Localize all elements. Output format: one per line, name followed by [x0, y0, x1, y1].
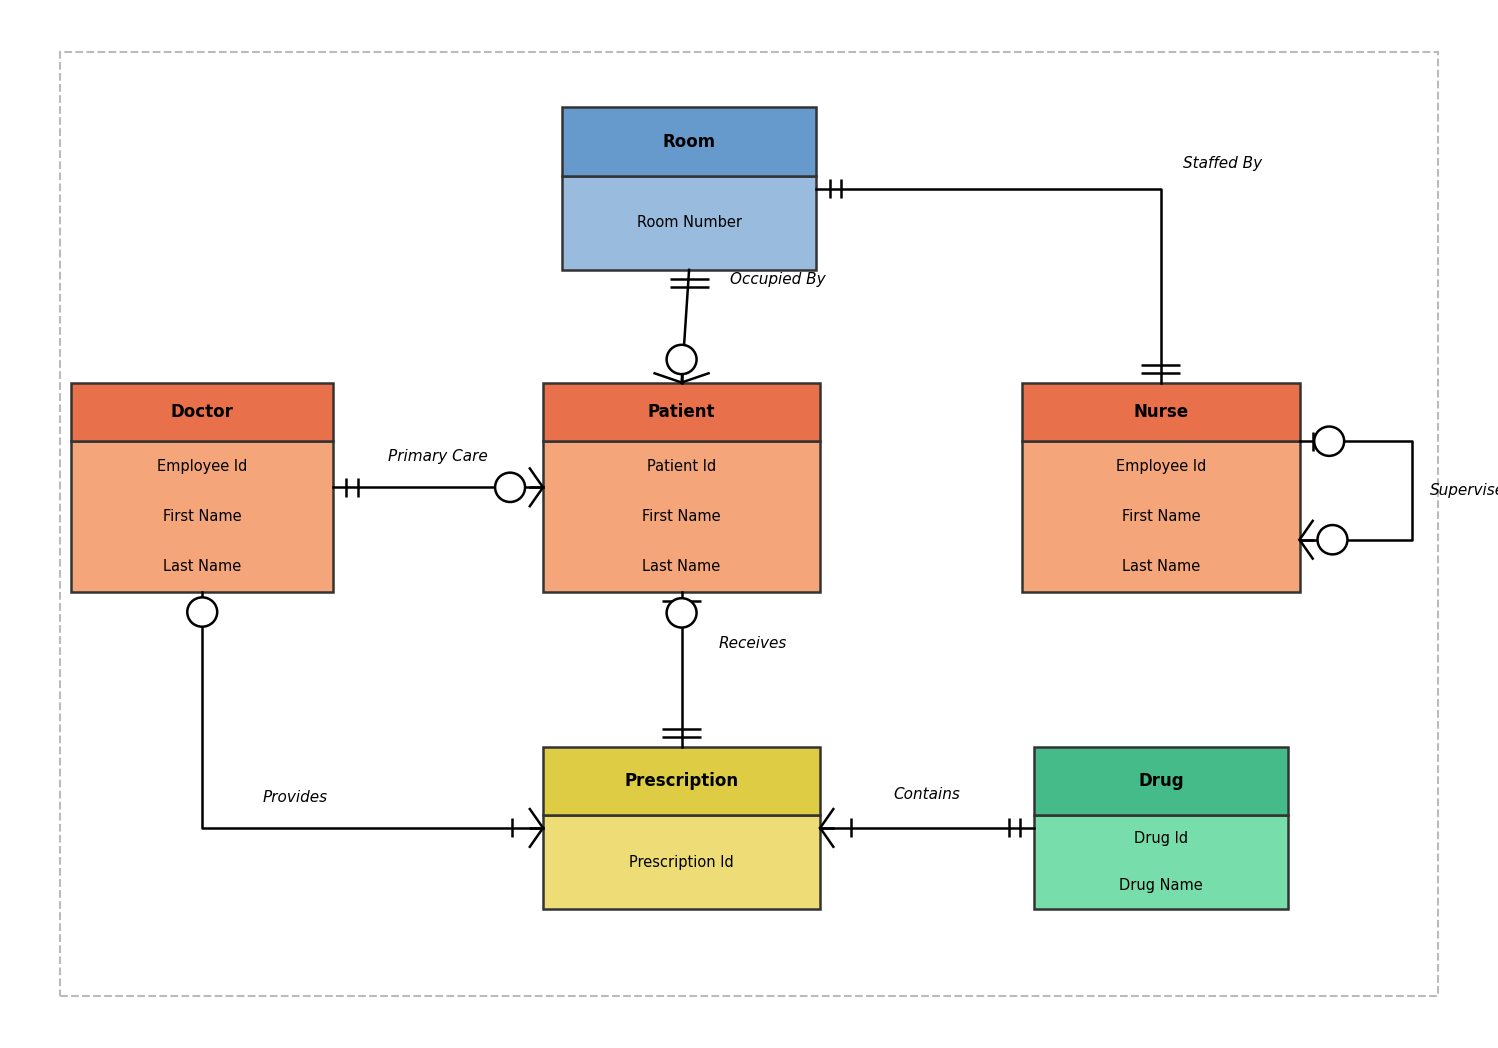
Text: Employee Id: Employee Id	[157, 459, 247, 474]
FancyBboxPatch shape	[72, 441, 333, 592]
FancyBboxPatch shape	[544, 383, 821, 441]
Text: Drug: Drug	[1138, 771, 1183, 790]
FancyBboxPatch shape	[72, 383, 333, 441]
FancyBboxPatch shape	[544, 747, 821, 815]
Text: Room: Room	[662, 132, 716, 151]
Text: Occupied By: Occupied By	[731, 272, 825, 287]
Text: Last Name: Last Name	[1122, 560, 1200, 574]
Ellipse shape	[667, 345, 697, 374]
FancyBboxPatch shape	[544, 815, 821, 909]
FancyBboxPatch shape	[562, 108, 816, 176]
Text: First Name: First Name	[1122, 509, 1200, 524]
Text: Primary Care: Primary Care	[388, 450, 488, 464]
Ellipse shape	[1314, 427, 1344, 456]
Text: Supervises: Supervises	[1429, 483, 1498, 498]
Text: Staffed By: Staffed By	[1183, 156, 1263, 171]
FancyBboxPatch shape	[1034, 747, 1288, 815]
Text: Nurse: Nurse	[1134, 402, 1188, 421]
FancyBboxPatch shape	[1022, 441, 1299, 592]
Ellipse shape	[667, 598, 697, 628]
Text: Doctor: Doctor	[171, 402, 234, 421]
Text: Patient Id: Patient Id	[647, 459, 716, 474]
Ellipse shape	[187, 597, 217, 627]
Text: Prescription: Prescription	[625, 771, 739, 790]
Text: First Name: First Name	[643, 509, 721, 524]
FancyBboxPatch shape	[1022, 383, 1299, 441]
FancyBboxPatch shape	[544, 441, 821, 592]
Text: Employee Id: Employee Id	[1116, 459, 1206, 474]
Text: Drug Id: Drug Id	[1134, 831, 1188, 846]
Text: Last Name: Last Name	[643, 560, 721, 574]
Text: Patient: Patient	[647, 402, 716, 421]
Text: Room Number: Room Number	[637, 215, 742, 231]
Text: First Name: First Name	[163, 509, 241, 524]
Ellipse shape	[1318, 525, 1348, 554]
FancyBboxPatch shape	[1034, 815, 1288, 909]
Text: Provides: Provides	[262, 790, 327, 805]
Text: Contains: Contains	[893, 787, 960, 802]
FancyBboxPatch shape	[562, 176, 816, 270]
Text: Receives: Receives	[719, 636, 788, 652]
Text: Last Name: Last Name	[163, 560, 241, 574]
Ellipse shape	[494, 473, 524, 502]
Text: Drug Name: Drug Name	[1119, 878, 1203, 893]
Text: Prescription Id: Prescription Id	[629, 854, 734, 870]
